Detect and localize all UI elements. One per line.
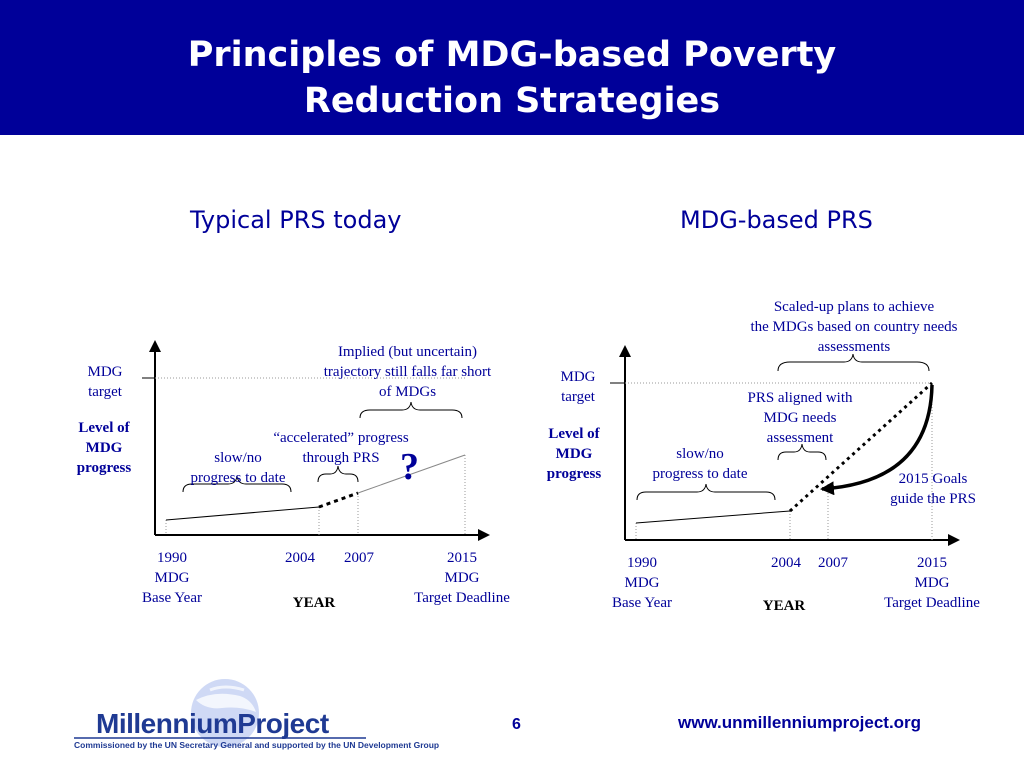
right-brace-slow <box>636 483 776 501</box>
right-brace-scaled <box>777 353 930 372</box>
left-brace-slow <box>182 475 292 493</box>
left-tick-2015: 2015 MDG Target Deadline <box>414 550 510 606</box>
left-x-axis-arrow <box>478 529 490 541</box>
left-accelerated-label: “accelerated” progress through PRS <box>273 430 409 466</box>
right-x-axis-label: YEAR <box>762 598 806 614</box>
footer-url[interactable]: www.unmillenniumproject.org <box>678 713 922 732</box>
right-x-axis-arrow <box>948 534 960 546</box>
left-brace-accelerated <box>317 465 359 483</box>
left-chart <box>142 340 490 541</box>
left-brace-implied <box>359 401 463 419</box>
right-scaled-up-label: Scaled-up plans to achieve the MDGs base… <box>750 299 958 355</box>
left-x-axis-label: YEAR <box>292 595 336 611</box>
logo-name: MillenniumProject <box>96 708 329 739</box>
left-implied-line <box>357 454 466 494</box>
right-tick-2007: 2007 <box>818 555 848 571</box>
left-accelerated-line <box>318 491 359 509</box>
left-y-axis-label: Level of MDG progress <box>76 420 132 476</box>
left-y-axis-arrow <box>149 340 161 352</box>
left-tick-2007: 2007 <box>344 550 374 566</box>
left-panel-subtitle: Typical PRS today <box>190 206 402 234</box>
right-mdg-target-label: MDG target <box>560 369 596 405</box>
title-bar <box>0 0 1024 135</box>
right-y-axis-label: Level of MDG progress <box>546 426 602 482</box>
left-implied-label: Implied (but uncertain) trajectory still… <box>323 344 492 400</box>
left-question-mark: ? <box>400 446 419 488</box>
globe-icon <box>191 679 259 747</box>
right-chart <box>610 345 960 546</box>
right-y-axis-arrow <box>619 345 631 357</box>
page-number: 6 <box>512 716 521 733</box>
right-goals-curve-arrow <box>820 384 934 496</box>
right-tick-1990: 1990 MDG Base Year <box>612 555 672 611</box>
right-panel-subtitle: MDG-based PRS <box>680 206 873 234</box>
right-goals-guide-label: 2015 Goals guide the PRS <box>890 471 976 507</box>
slide-title: Principles of MDG-based Poverty Reductio… <box>187 35 837 121</box>
right-aligned-label: PRS aligned with MDG needs assessment <box>747 390 853 446</box>
right-slow-progress-line <box>635 510 791 524</box>
right-tick-2004: 2004 <box>771 555 801 571</box>
left-tick-1990: 1990 MDG Base Year <box>142 550 202 606</box>
left-mdg-target-label: MDG target <box>87 364 123 400</box>
right-tick-2015: 2015 MDG Target Deadline <box>884 555 980 611</box>
left-slow-progress-label: slow/no progress to date <box>190 450 286 486</box>
left-slow-progress-line <box>165 506 320 521</box>
logo-tagline: Commissioned by the UN Secretary General… <box>74 740 440 750</box>
right-brace-aligned <box>777 443 827 461</box>
left-tick-2004: 2004 <box>285 550 315 566</box>
right-slow-progress-label: slow/no progress to date <box>652 446 748 482</box>
